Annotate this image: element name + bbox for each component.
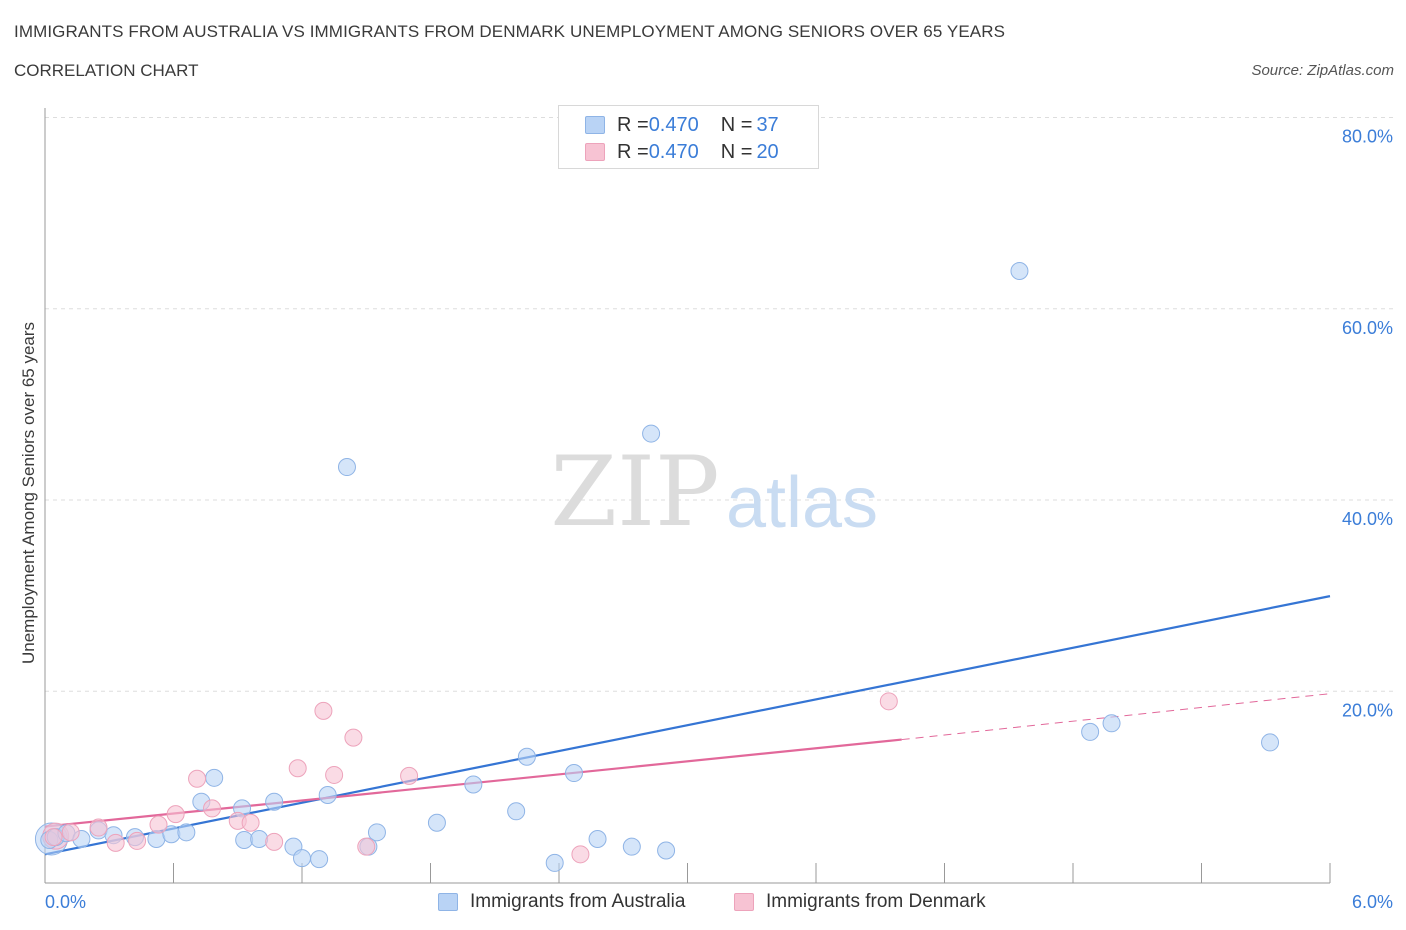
y-axis-label: Unemployment Among Seniors over 65 years [19,322,38,664]
legend-row-denmark: R = 0.470 N = 20 [585,140,779,164]
x-tick-label: 0.0% [45,892,86,912]
data-point-denmark [265,832,284,851]
data-point-denmark [571,845,590,864]
tick-labels: 20.0% 40.0% 60.0% 80.0% 0.0% 6.0% [45,127,1393,913]
data-point-australia [657,841,676,860]
data-point-australia [318,786,337,805]
data-point-australia [507,802,526,821]
legend-label: Immigrants from Denmark [766,891,986,912]
data-point-denmark [44,828,63,847]
data-point-australia [177,823,196,842]
data-point-australia [205,768,224,787]
data-point-denmark [344,728,363,747]
x-tick-label: 6.0% [1352,892,1393,912]
data-point-denmark [400,766,419,785]
data-point-australia [517,747,536,766]
legend-item-denmark: Immigrants from Denmark [734,889,986,915]
chart-subtitle: CORRELATION CHART [14,61,199,80]
n-label: N = [720,113,753,136]
data-point-australia [265,792,284,811]
data-point-denmark [61,823,80,842]
chart-title: IMMIGRANTS FROM AUSTRALIA VS IMMIGRANTS … [14,22,1006,41]
y-tick-label: 40.0% [1342,509,1393,529]
legend-label: Immigrants from Australia [470,891,686,912]
data-point-denmark [106,833,125,852]
n-label: N = [720,140,753,163]
data-point-denmark [203,799,222,818]
data-point-australia [250,830,269,849]
legend-row-australia: R = 0.470 N = 37 [585,113,779,137]
r-label: R = [617,140,649,163]
data-point-australia [310,850,329,869]
data-point-australia [642,424,661,443]
data-point-australia [1081,722,1100,741]
data-point-denmark [149,815,168,834]
r-value: 0.470 [648,113,699,136]
data-point-australia [1102,714,1121,733]
data-points [34,262,1280,872]
legend-item-australia: Immigrants from Australia [438,889,685,915]
n-value: 20 [756,140,779,163]
data-point-denmark [288,759,307,778]
data-point-denmark [128,831,147,850]
data-point-australia [337,458,356,477]
data-point-australia [367,823,386,842]
denmark-swatch [734,893,754,911]
y-tick-label: 20.0% [1342,700,1393,720]
data-point-australia [464,775,483,794]
denmark-swatch [585,143,605,161]
data-point-australia [235,830,254,849]
source-label: Source: ZipAtlas.com [1251,62,1394,79]
r-label: R = [617,113,649,136]
data-point-denmark [166,805,185,824]
australia-swatch [585,116,605,134]
data-point-australia [427,813,446,832]
watermark-atlas: atlas [726,463,878,543]
data-point-australia [1010,262,1029,280]
data-point-denmark [357,837,376,856]
n-value: 37 [756,113,779,136]
data-point-denmark [879,692,898,711]
correlation-legend: R = 0.470 N = 37 R = 0.470 N = 20 [558,105,819,169]
data-point-australia [588,830,607,849]
data-point-denmark [241,813,260,832]
data-point-australia [545,853,564,872]
y-tick-label: 60.0% [1342,318,1393,338]
trendline-australia [44,595,1331,856]
r-value: 0.470 [648,140,699,163]
data-point-denmark [325,765,344,784]
data-point-australia [564,764,583,783]
data-point-denmark [89,818,108,837]
grid-lines [45,117,1395,692]
data-point-denmark [188,769,207,788]
data-point-australia [622,837,641,856]
australia-swatch [438,893,458,911]
watermark-zip: ZIP [550,436,719,548]
data-point-australia [1261,733,1280,752]
data-point-australia [293,849,311,868]
y-tick-label: 80.0% [1342,127,1393,147]
data-point-denmark [314,701,333,720]
